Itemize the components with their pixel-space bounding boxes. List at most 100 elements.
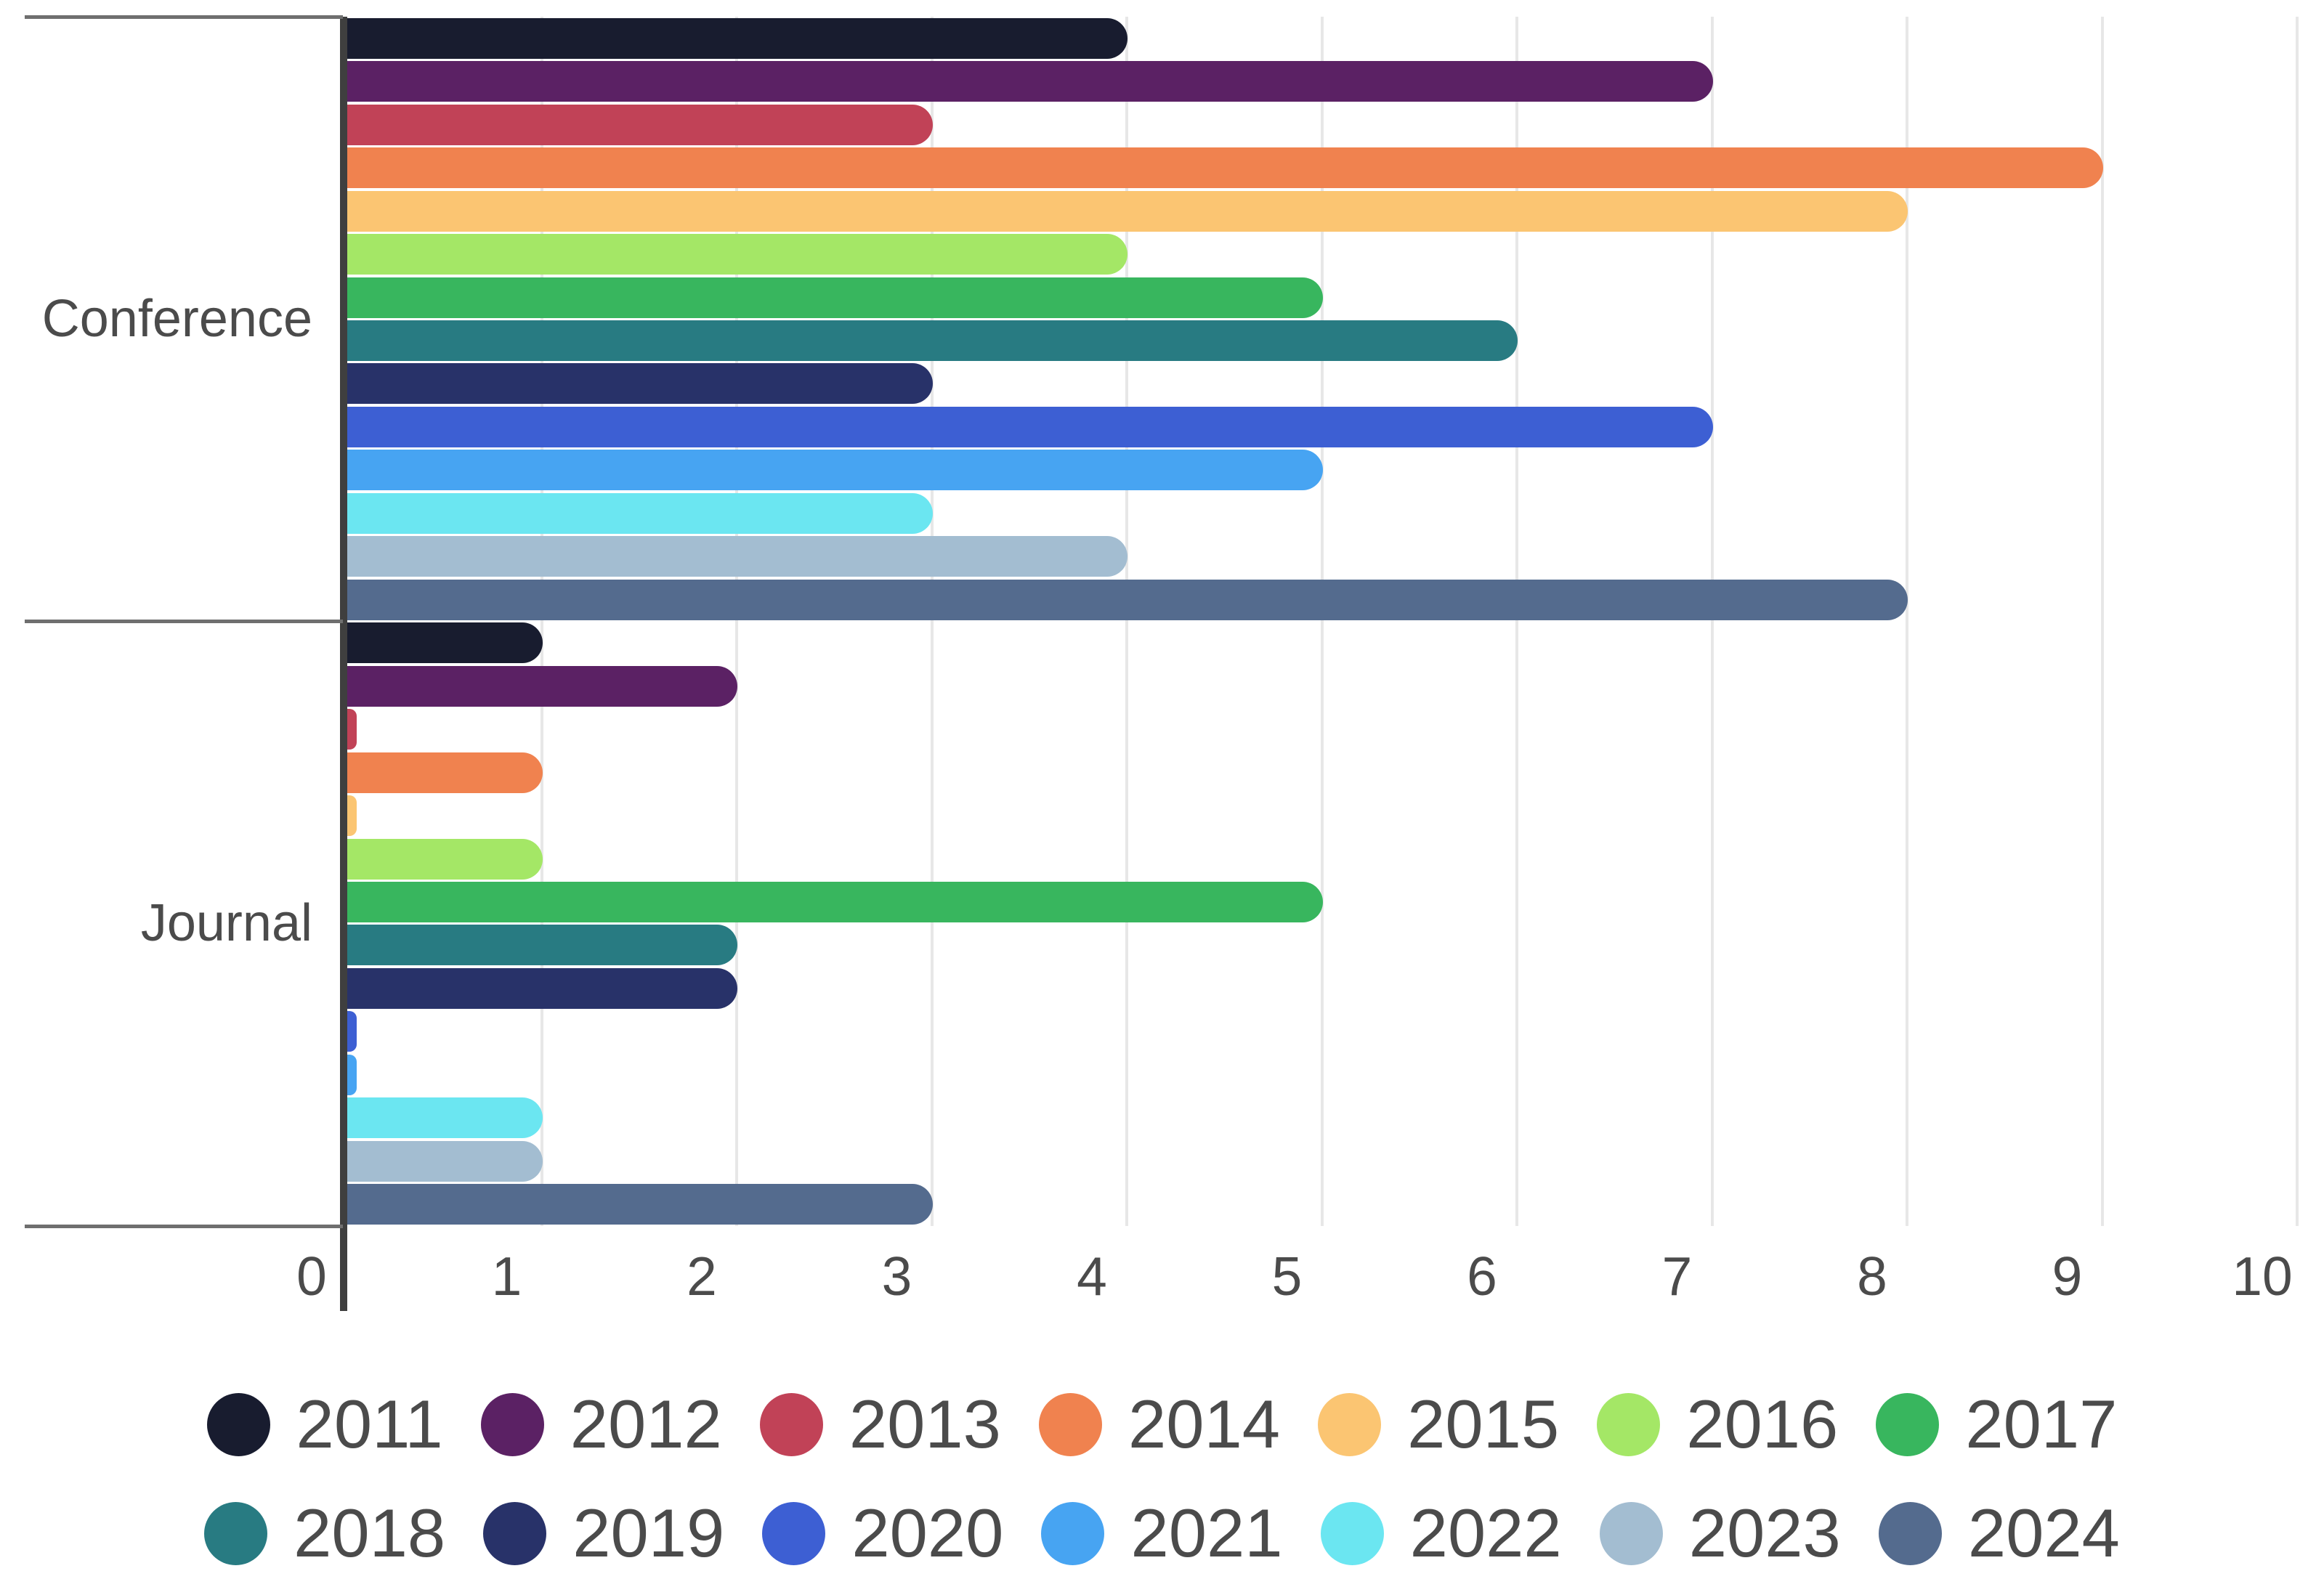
legend-color-dot-2021 (1041, 1501, 1105, 1565)
bar-journal-2012[interactable] (347, 665, 737, 707)
x-tick-label-4: 4 (1077, 1246, 1107, 1307)
legend-label-2018: 2018 (293, 1495, 446, 1571)
x-tick-label-10: 10 (2232, 1246, 2293, 1307)
bar-journal-2016[interactable] (347, 838, 543, 880)
gridline-5 (1320, 17, 1324, 1226)
legend-label-2021: 2021 (1130, 1495, 1283, 1571)
bar-journal-2015[interactable] (347, 795, 357, 837)
x-tick-label-8: 8 (1857, 1246, 1887, 1307)
legend-item-2017[interactable]: 2017 (1876, 1385, 2117, 1464)
boundary-tick-1 (25, 620, 343, 623)
boundary-tick-0 (25, 15, 343, 19)
legend-color-dot-2017 (1876, 1392, 1940, 1456)
legend-label-2012: 2012 (570, 1386, 722, 1462)
legend-label-2015: 2015 (1407, 1386, 1560, 1462)
legend-color-dot-2014 (1038, 1392, 1102, 1456)
x-tick-label-2: 2 (687, 1246, 717, 1307)
gridline-9 (2100, 17, 2104, 1226)
legend-label-2013: 2013 (849, 1386, 1001, 1462)
bar-conference-2019[interactable] (347, 363, 933, 405)
legend-label-2011: 2011 (296, 1386, 443, 1462)
legend-item-2014[interactable]: 2014 (1038, 1385, 1281, 1464)
legend-item-2019[interactable]: 2019 (483, 1494, 724, 1572)
gridline-10 (2296, 17, 2299, 1226)
bar-journal-2013[interactable] (347, 709, 357, 750)
legend-color-dot-2019 (483, 1501, 547, 1565)
gridline-8 (1906, 17, 1908, 1226)
legend-item-2016[interactable]: 2016 (1597, 1385, 1838, 1464)
bar-conference-2022[interactable] (347, 492, 933, 534)
legend-item-2012[interactable]: 2012 (480, 1385, 722, 1464)
category-label-journal: Journal (140, 894, 312, 952)
bar-journal-2022[interactable] (347, 1097, 543, 1139)
boundary-tick-2 (25, 1224, 343, 1228)
bar-conference-2020[interactable] (347, 406, 1713, 447)
gridline-3 (930, 17, 934, 1226)
bar-conference-2023[interactable] (347, 536, 1127, 577)
x-tick-label-1: 1 (491, 1246, 522, 1307)
bar-conference-2024[interactable] (347, 579, 1908, 620)
legend-row-2: 2018 2019 2020 2021 2022 2023 2024 (0, 1479, 2324, 1579)
bar-conference-2013[interactable] (347, 104, 933, 145)
legend-color-dot-2013 (759, 1392, 823, 1456)
bar-journal-2019[interactable] (347, 967, 737, 1009)
legend-color-dot-2015 (1318, 1392, 1382, 1456)
x-tick-label-5: 5 (1271, 1246, 1303, 1307)
bar-journal-2014[interactable] (347, 752, 543, 793)
y-axis-line (340, 17, 347, 1311)
legend-label-2020: 2020 (851, 1495, 1004, 1571)
legend-item-2020[interactable]: 2020 (762, 1494, 1003, 1572)
legend-row-1: 2011 2012 2013 2014 2015 2016 2017 (0, 1370, 2324, 1479)
bar-journal-2023[interactable] (347, 1140, 543, 1182)
legend-label-2017: 2017 (1965, 1386, 2118, 1462)
gridline-4 (1125, 17, 1128, 1226)
legend-item-2013[interactable]: 2013 (759, 1385, 1001, 1464)
legend-item-2015[interactable]: 2015 (1318, 1385, 1559, 1464)
bar-journal-2017[interactable] (347, 882, 1323, 923)
legend-item-2023[interactable]: 2023 (1599, 1494, 1841, 1572)
legend-item-2018[interactable]: 2018 (204, 1494, 445, 1572)
bar-conference-2011[interactable] (347, 17, 1127, 59)
bar-journal-2020[interactable] (347, 1011, 357, 1052)
bar-journal-2011[interactable] (347, 622, 543, 664)
bar-conference-2016[interactable] (347, 234, 1127, 275)
gridline-2 (735, 17, 738, 1226)
x-tick-label-7: 7 (1661, 1246, 1693, 1307)
bar-conference-2014[interactable] (347, 147, 2103, 189)
gridline-1 (540, 17, 543, 1226)
legend-label-2019: 2019 (572, 1495, 725, 1571)
legend-item-2024[interactable]: 2024 (1878, 1494, 2120, 1572)
legend-item-2011[interactable]: 2011 (206, 1385, 443, 1464)
x-tick-label-3: 3 (881, 1246, 912, 1307)
legend-label-2014: 2014 (1127, 1386, 1281, 1462)
bar-conference-2021[interactable] (347, 450, 1323, 491)
category-label-conference: Conference (41, 290, 312, 348)
bar-conference-2017[interactable] (347, 277, 1323, 318)
bar-conference-2015[interactable] (347, 190, 1908, 232)
x-tick-label-9: 9 (2052, 1246, 2083, 1307)
legend-color-dot-2011 (206, 1392, 270, 1456)
legend-color-dot-2020 (762, 1501, 826, 1565)
legend-label-2016: 2016 (1686, 1386, 1839, 1462)
legend-color-dot-2012 (480, 1392, 544, 1456)
legend-label-2023: 2023 (1688, 1495, 1841, 1571)
legend-item-2021[interactable]: 2021 (1041, 1494, 1283, 1572)
legend-color-dot-2016 (1597, 1392, 1661, 1456)
bar-journal-2024[interactable] (347, 1184, 933, 1225)
legend-label-2024: 2024 (1967, 1495, 2120, 1571)
legend-item-2022[interactable]: 2022 (1320, 1494, 1562, 1572)
gridline-6 (1515, 17, 1518, 1226)
x-tick-label-6: 6 (1467, 1246, 1497, 1307)
x-tick-label-0: 0 (296, 1246, 327, 1307)
legend-label-2022: 2022 (1409, 1495, 1562, 1571)
legend-color-dot-2022 (1320, 1501, 1384, 1565)
bar-conference-2018[interactable] (347, 320, 1518, 361)
legend-color-dot-2024 (1878, 1501, 1942, 1565)
gridline-7 (1710, 17, 1714, 1226)
bar-journal-2021[interactable] (347, 1054, 357, 1095)
bar-journal-2018[interactable] (347, 925, 737, 966)
legend-color-dot-2018 (204, 1501, 268, 1565)
bar-conference-2012[interactable] (347, 61, 1713, 102)
